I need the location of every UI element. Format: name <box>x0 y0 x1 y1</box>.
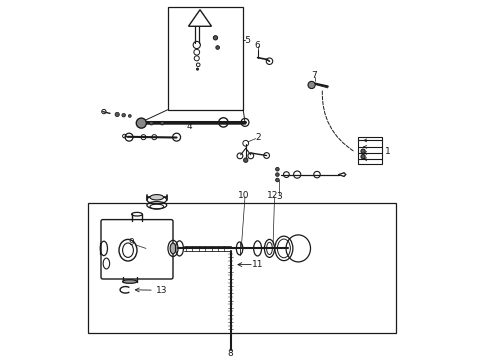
Circle shape <box>361 149 365 153</box>
Circle shape <box>275 178 279 182</box>
Circle shape <box>160 121 164 125</box>
Text: 2: 2 <box>255 134 261 143</box>
Circle shape <box>115 112 120 117</box>
Circle shape <box>136 118 147 128</box>
Circle shape <box>149 121 153 125</box>
Text: 3: 3 <box>276 192 282 201</box>
Circle shape <box>213 36 218 40</box>
Ellipse shape <box>170 243 176 254</box>
Circle shape <box>275 167 279 171</box>
Text: 6: 6 <box>255 41 261 50</box>
Circle shape <box>275 173 279 176</box>
Text: 12: 12 <box>268 191 279 199</box>
Text: 1: 1 <box>386 147 391 156</box>
Text: 13: 13 <box>156 286 167 294</box>
Text: -5: -5 <box>243 36 252 45</box>
Circle shape <box>196 68 198 70</box>
Text: 4: 4 <box>186 122 192 131</box>
Bar <box>358 137 382 164</box>
Circle shape <box>308 81 315 89</box>
Ellipse shape <box>150 195 164 200</box>
Circle shape <box>216 46 220 49</box>
Ellipse shape <box>122 280 137 283</box>
Bar <box>168 7 243 110</box>
Text: 10: 10 <box>238 191 249 199</box>
Circle shape <box>122 113 125 117</box>
Text: 9: 9 <box>129 238 134 247</box>
Circle shape <box>361 154 365 159</box>
Text: 7: 7 <box>312 71 318 80</box>
Circle shape <box>128 114 131 117</box>
Text: 11: 11 <box>252 260 263 269</box>
Circle shape <box>244 158 248 162</box>
Bar <box>88 203 396 333</box>
Text: 8: 8 <box>228 349 233 358</box>
FancyBboxPatch shape <box>101 220 173 279</box>
